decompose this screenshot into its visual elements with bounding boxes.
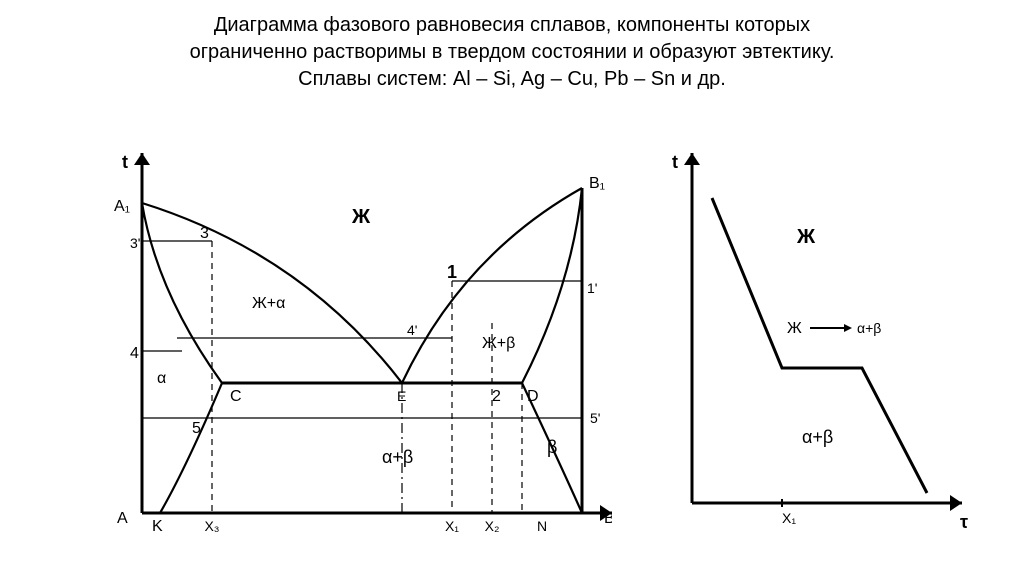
svg-text:τ: τ [960, 512, 968, 532]
svg-text:3': 3' [130, 235, 140, 251]
diagram-title: Диаграмма фазового равновесия сплавов, к… [0, 0, 1024, 93]
svg-text:E: E [397, 388, 406, 404]
svg-text:4: 4 [130, 345, 139, 362]
svg-text:X₂: X₂ [485, 518, 500, 534]
svg-text:1': 1' [587, 280, 597, 296]
svg-text:B: B [604, 510, 612, 527]
svg-text:Ж+β: Ж+β [482, 335, 515, 352]
svg-text:α: α [157, 370, 166, 387]
svg-text:α+β: α+β [857, 320, 881, 336]
svg-text:2: 2 [492, 388, 501, 405]
svg-text:X₁: X₁ [445, 518, 459, 534]
svg-text:1: 1 [447, 262, 457, 282]
svg-text:5': 5' [590, 410, 600, 426]
title-line-2: ограниченно растворимы в твердом состоян… [60, 39, 964, 66]
phase-diagram: t A A₁ B B₁ K Ж Ж+α Ж+β α β α+β C D E 2 1 1' 3' 3 4 4' 5 5' X₃ X₁… [52, 123, 612, 553]
charts-row: t A A₁ B B₁ K Ж Ж+α Ж+β α β α+β C D E 2 1 1' 3' 3 4 4' 5 5' X₃ X₁… [0, 123, 1024, 553]
svg-text:Ж: Ж [787, 320, 802, 337]
svg-text:A: A [117, 510, 128, 527]
svg-text:α+β: α+β [802, 427, 833, 447]
svg-text:α+β: α+β [382, 447, 413, 467]
svg-text:3: 3 [200, 225, 209, 242]
svg-text:β: β [547, 437, 557, 457]
title-line-3: Сплавы систем: Al – Si, Ag – Cu, Pb – Sn… [60, 66, 964, 93]
svg-text:t: t [672, 152, 678, 172]
svg-text:X₃: X₃ [204, 518, 219, 534]
svg-text:Ж: Ж [796, 226, 816, 248]
svg-text:4': 4' [407, 322, 417, 338]
svg-text:Ж: Ж [351, 206, 371, 228]
svg-text:D: D [527, 388, 539, 405]
svg-text:N: N [537, 518, 547, 534]
svg-text:C: C [230, 388, 242, 405]
svg-text:t: t [122, 152, 128, 172]
svg-text:A₁: A₁ [114, 198, 130, 215]
svg-text:B₁: B₁ [589, 175, 605, 192]
svg-text:5: 5 [192, 420, 201, 437]
svg-text:K: K [152, 518, 163, 535]
title-line-1: Диаграмма фазового равновесия сплавов, к… [60, 12, 964, 39]
svg-text:Ж+α: Ж+α [252, 295, 285, 312]
cooling-curve: t τ Ж Жα+β α+β X₁ [642, 123, 972, 553]
svg-text:X₁: X₁ [782, 510, 796, 526]
